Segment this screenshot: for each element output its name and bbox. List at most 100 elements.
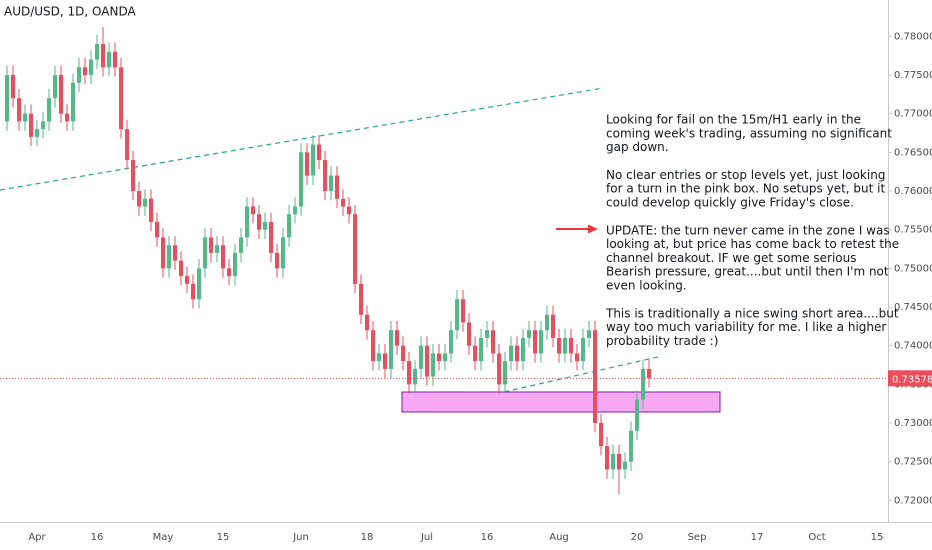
candle-body	[461, 299, 465, 323]
candle-body	[215, 245, 219, 253]
candle-body	[317, 144, 321, 161]
candle-body	[443, 353, 447, 362]
candle-body	[575, 353, 579, 362]
candle-body	[239, 237, 243, 253]
candle-body	[467, 322, 471, 346]
candle-body	[29, 113, 33, 137]
candle-body	[491, 330, 495, 354]
candle-body	[23, 113, 27, 122]
candle-body	[641, 368, 645, 400]
candle-body	[425, 345, 429, 377]
annotation-line: No clear entries or stop levels yet, jus…	[606, 168, 885, 182]
candle-body	[611, 453, 615, 470]
candle-body	[431, 353, 435, 377]
candle-body	[95, 44, 99, 60]
candle-body	[143, 198, 147, 207]
candle-body	[533, 330, 537, 354]
y-tick-label: 0.72500	[894, 457, 932, 468]
candle-body	[227, 268, 231, 277]
candle-body	[617, 453, 621, 470]
candle-body	[365, 314, 369, 331]
candle-body	[485, 330, 489, 338]
annotation-line: Bearish pressure, great....but until the…	[606, 265, 889, 279]
x-tick-label: 18	[361, 532, 374, 543]
candle-body	[245, 206, 249, 238]
candle-body	[401, 345, 405, 362]
annotation-line: even looking.	[606, 279, 687, 293]
y-tick-label: 0.75500	[894, 225, 932, 236]
candle-body	[179, 260, 183, 277]
x-tick-label: Sep	[688, 532, 707, 543]
annotation-line: could develop quickly give Friday's clos…	[606, 196, 854, 210]
candle-body	[623, 461, 627, 470]
zone-box	[401, 391, 721, 413]
chart-title: AUD/USD, 1D, OANDA	[4, 5, 136, 19]
y-tick-label: 0.78000	[894, 31, 932, 42]
candle-body	[119, 67, 123, 130]
candle-body	[341, 198, 345, 207]
candle-body	[419, 345, 423, 369]
price-label-box	[888, 370, 932, 387]
y-tick-label: 0.74000	[894, 341, 932, 352]
x-tick-label: 16	[91, 532, 104, 543]
candle-body	[203, 237, 207, 269]
candle-body	[551, 314, 555, 338]
candle-body	[185, 276, 189, 284]
candle-body	[53, 75, 57, 99]
x-tick-label: 17	[751, 532, 764, 543]
candle-body	[197, 268, 201, 300]
candle-body	[407, 361, 411, 385]
x-tick-label: Aug	[549, 532, 569, 543]
candle-body	[281, 237, 285, 269]
candle-body	[371, 330, 375, 362]
annotation-line: probability trade :)	[606, 334, 718, 348]
annotation-line: UPDATE: the turn never came in the zone …	[606, 223, 890, 237]
y-tick-label: 0.75000	[894, 263, 932, 274]
annotation-line: gap down.	[606, 140, 669, 154]
candle-body	[101, 44, 105, 68]
candle-body	[287, 214, 291, 238]
candle-body	[353, 214, 357, 284]
x-tick-label: 20	[631, 532, 644, 543]
candle-body	[581, 337, 585, 362]
candle-body	[557, 337, 561, 354]
arrow-head	[588, 224, 598, 234]
candle-body	[503, 361, 507, 385]
candle-body	[335, 175, 339, 199]
x-tick-label: May	[153, 532, 174, 543]
candle-body	[59, 75, 63, 114]
annotation-line: coming week's trading, assuming no signi…	[606, 126, 892, 140]
candle-body	[539, 330, 543, 354]
annotation-line: channel breakout. IF we get some serious	[606, 251, 857, 265]
candle-body	[413, 368, 417, 385]
candle-body	[17, 98, 21, 122]
y-tick-label: 0.74500	[894, 302, 932, 313]
candle-body	[389, 330, 393, 369]
candle-body	[47, 98, 51, 122]
candle-body	[275, 252, 279, 269]
candle-body	[593, 330, 597, 424]
candle-body	[269, 221, 273, 253]
candle-body	[377, 353, 381, 362]
candle-body	[449, 330, 453, 354]
candle-body	[587, 330, 591, 338]
candle-body	[329, 175, 333, 192]
candle-body	[521, 337, 525, 362]
candle-body	[113, 51, 117, 68]
candle-body	[173, 245, 177, 261]
price-label: 0.73578	[892, 374, 932, 385]
candle-body	[5, 75, 9, 122]
candle-body	[605, 446, 609, 470]
candle-body	[167, 245, 171, 269]
x-tick-label: Jun	[292, 532, 309, 543]
candle-body	[347, 206, 351, 215]
candle-body	[209, 237, 213, 253]
candle-body	[479, 337, 483, 362]
candle-body	[77, 67, 81, 83]
y-tick-label: 0.73000	[894, 418, 932, 429]
channel-line	[0, 87, 604, 191]
candle-body	[83, 67, 87, 76]
candle-body	[299, 152, 303, 207]
candle-body	[395, 330, 399, 346]
